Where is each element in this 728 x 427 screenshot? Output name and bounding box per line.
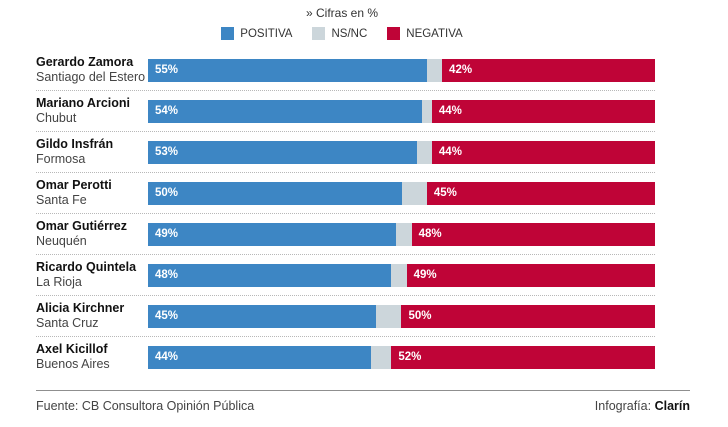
credit-name: Clarín bbox=[654, 399, 690, 413]
row-label: Mariano Arcioni Chubut bbox=[36, 96, 148, 126]
nsnc-segment bbox=[416, 140, 432, 164]
stacked-bar: 55% 42% bbox=[148, 58, 655, 82]
governor-name: Omar Gutiérrez bbox=[36, 219, 128, 234]
stacked-bar: 44% 52% bbox=[148, 345, 655, 369]
chart-row: Gerardo Zamora Santiago del Estero 55% 4… bbox=[36, 50, 655, 91]
nsnc-segment bbox=[401, 181, 427, 205]
positiva-value-label: 50% bbox=[155, 186, 179, 199]
nsnc-segment bbox=[426, 58, 443, 82]
legend-label-positiva: POSITIVA bbox=[240, 27, 293, 40]
legend-label-nsnc: NS/NC bbox=[331, 27, 368, 40]
province-name: Chubut bbox=[36, 111, 77, 125]
chart-row: Alicia Kirchner Santa Cruz 45% 50% bbox=[36, 296, 655, 337]
positiva-segment: 53% bbox=[148, 140, 417, 164]
negativa-segment: 48% bbox=[411, 222, 655, 246]
row-label: Gerardo Zamora Santiago del Estero bbox=[36, 55, 148, 85]
stacked-bar: 45% 50% bbox=[148, 304, 655, 328]
positiva-value-label: 44% bbox=[155, 350, 179, 363]
stacked-bar: 49% 48% bbox=[148, 222, 655, 246]
row-label: Ricardo Quintela La Rioja bbox=[36, 260, 148, 290]
negativa-segment: 44% bbox=[431, 140, 655, 164]
governor-name: Alicia Kirchner bbox=[36, 301, 125, 316]
negativa-value-label: 45% bbox=[433, 186, 457, 199]
positiva-segment: 44% bbox=[148, 345, 372, 369]
negativa-value-label: 49% bbox=[413, 268, 437, 281]
stacked-bar: 48% 49% bbox=[148, 263, 655, 287]
governor-name: Gildo Insfrán bbox=[36, 137, 114, 152]
province-name: La Rioja bbox=[36, 275, 82, 289]
negativa-swatch-icon bbox=[387, 27, 401, 40]
province-name: Formosa bbox=[36, 152, 86, 166]
source-text: Fuente: CB Consultora Opinión Pública bbox=[36, 399, 255, 413]
chart-row: Ricardo Quintela La Rioja 48% 49% bbox=[36, 255, 655, 296]
row-label: Axel Kicillof Buenos Aires bbox=[36, 342, 148, 372]
negativa-segment: 44% bbox=[431, 99, 655, 123]
positiva-segment: 54% bbox=[148, 99, 422, 123]
footer: Fuente: CB Consultora Opinión Pública In… bbox=[36, 390, 690, 413]
negativa-value-label: 42% bbox=[449, 63, 473, 76]
province-name: Buenos Aires bbox=[36, 357, 110, 371]
governor-name: Gerardo Zamora bbox=[36, 55, 134, 70]
chart-row: Axel Kicillof Buenos Aires 44% 52% bbox=[36, 337, 655, 377]
positiva-segment: 55% bbox=[148, 58, 427, 82]
province-name: Santiago del Estero bbox=[36, 70, 146, 84]
bar-chart-rows: Gerardo Zamora Santiago del Estero 55% 4… bbox=[36, 50, 655, 377]
positiva-swatch-icon bbox=[221, 27, 235, 40]
negativa-value-label: 44% bbox=[438, 104, 462, 117]
stacked-bar: 53% 44% bbox=[148, 140, 655, 164]
positiva-segment: 49% bbox=[148, 222, 397, 246]
negativa-segment: 42% bbox=[442, 58, 655, 82]
negativa-value-label: 48% bbox=[418, 227, 442, 240]
nsnc-segment bbox=[396, 222, 412, 246]
nsnc-segment bbox=[421, 99, 432, 123]
row-label: Gildo Insfrán Formosa bbox=[36, 137, 148, 167]
negativa-value-label: 52% bbox=[398, 350, 422, 363]
chart-row: Gildo Insfrán Formosa 53% 44% bbox=[36, 132, 655, 173]
positiva-segment: 50% bbox=[148, 181, 402, 205]
row-label: Omar Perotti Santa Fe bbox=[36, 178, 148, 208]
row-label: Alicia Kirchner Santa Cruz bbox=[36, 301, 148, 331]
legend: POSITIVA NS/NC NEGATIVA bbox=[0, 27, 684, 40]
credit-text: Infografía: Clarín bbox=[595, 399, 690, 413]
nsnc-swatch-icon bbox=[312, 27, 326, 40]
nsnc-segment bbox=[376, 304, 402, 328]
province-name: Neuquén bbox=[36, 234, 87, 248]
positiva-segment: 45% bbox=[148, 304, 377, 328]
negativa-value-label: 50% bbox=[408, 309, 432, 322]
governor-name: Axel Kicillof bbox=[36, 342, 108, 357]
governor-name: Omar Perotti bbox=[36, 178, 112, 193]
legend-label-negativa: NEGATIVA bbox=[406, 27, 463, 40]
chart-row: Omar Gutiérrez Neuquén 49% 48% bbox=[36, 214, 655, 255]
negativa-value-label: 44% bbox=[438, 145, 462, 158]
negativa-segment: 50% bbox=[401, 304, 655, 328]
chart-note: » Cifras en % bbox=[305, 6, 379, 20]
governor-name: Ricardo Quintela bbox=[36, 260, 137, 275]
positiva-segment: 48% bbox=[148, 263, 392, 287]
stacked-bar: 50% 45% bbox=[148, 181, 655, 205]
positiva-value-label: 53% bbox=[155, 145, 179, 158]
province-name: Santa Fe bbox=[36, 193, 87, 207]
stacked-bar: 54% 44% bbox=[148, 99, 655, 123]
positiva-value-label: 49% bbox=[155, 227, 179, 240]
legend-item-negativa: NEGATIVA bbox=[387, 27, 463, 40]
positiva-value-label: 45% bbox=[155, 309, 179, 322]
governor-name: Mariano Arcioni bbox=[36, 96, 130, 111]
legend-item-nsnc: NS/NC bbox=[312, 27, 367, 40]
chart-row: Omar Perotti Santa Fe 50% 45% bbox=[36, 173, 655, 214]
negativa-segment: 49% bbox=[406, 263, 655, 287]
negativa-segment: 52% bbox=[391, 345, 655, 369]
positiva-value-label: 54% bbox=[155, 104, 179, 117]
province-name: Santa Cruz bbox=[36, 316, 99, 330]
row-label: Omar Gutiérrez Neuquén bbox=[36, 219, 148, 249]
negativa-segment: 45% bbox=[426, 181, 655, 205]
nsnc-segment bbox=[371, 345, 392, 369]
chart-row: Mariano Arcioni Chubut 54% 44% bbox=[36, 91, 655, 132]
legend-item-positiva: POSITIVA bbox=[221, 27, 292, 40]
positiva-value-label: 55% bbox=[155, 63, 179, 76]
positiva-value-label: 48% bbox=[155, 268, 179, 281]
nsnc-segment bbox=[391, 263, 407, 287]
credit-label: Infografía: bbox=[594, 399, 655, 413]
